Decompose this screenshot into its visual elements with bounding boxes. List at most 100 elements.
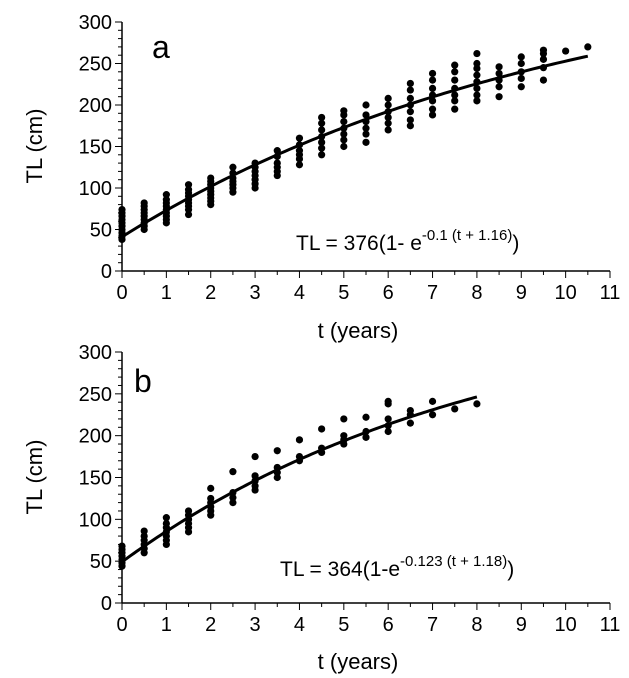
- x-tick-label: 5: [338, 282, 349, 304]
- data-point: [428, 111, 437, 119]
- x-tick-label: 8: [471, 614, 482, 636]
- data-point: [118, 542, 126, 550]
- data-point: [384, 126, 392, 134]
- equation-main: TL = 364(1-e: [280, 558, 400, 581]
- data-point: [406, 94, 414, 102]
- data-point: [340, 432, 348, 440]
- data-point: [229, 493, 237, 502]
- data-point: [584, 43, 592, 51]
- data-point: [318, 119, 326, 127]
- x-tick-label: 1: [161, 614, 172, 636]
- data-point: [362, 433, 370, 441]
- data-point: [428, 397, 437, 405]
- data-point: [473, 59, 481, 68]
- panel-letter-b: b: [134, 363, 152, 399]
- data-point: [318, 113, 326, 122]
- panel-b: 0 50 100 150 200 250 300 0 1 2 3 4 5 6 7 8 9 10 11 TL (cm) t…: [22, 342, 620, 674]
- equation-label: TL = 376(1- e-0.1 (t + 1.16)): [296, 227, 519, 255]
- data-point: [162, 196, 170, 204]
- x-tick-label: 0: [116, 282, 127, 304]
- data-point: [162, 514, 170, 522]
- data-point: [473, 49, 481, 58]
- data-point: [295, 147, 304, 155]
- data-point: [495, 63, 503, 71]
- data-point: [473, 71, 481, 79]
- y-tick-label: 50: [90, 551, 112, 573]
- data-point: [539, 55, 548, 63]
- data-point: [340, 130, 348, 138]
- data-point: [384, 427, 392, 436]
- data-point: [451, 97, 459, 105]
- data-point: [362, 138, 370, 146]
- data-point: [451, 91, 459, 99]
- y-tick-label: 0: [101, 593, 112, 615]
- x-tick-label: 0: [116, 614, 127, 636]
- y-tick-label: 250: [79, 54, 112, 76]
- x-tick-label: 2: [205, 614, 216, 636]
- data-point: [384, 113, 392, 122]
- data-point: [140, 532, 148, 540]
- data-point: [140, 199, 148, 207]
- data-point: [184, 181, 193, 189]
- data-point: [473, 97, 481, 105]
- data-point: [473, 84, 481, 92]
- data-point: [362, 130, 370, 138]
- data-point: [273, 159, 281, 167]
- data-point: [539, 46, 548, 54]
- data-point: [428, 69, 437, 78]
- equation-close: ): [512, 232, 519, 255]
- data-point: [539, 76, 548, 84]
- y-tick-label: 0: [101, 261, 112, 283]
- data-point: [362, 111, 370, 119]
- data-point: [295, 436, 304, 444]
- x-tick-label: 5: [338, 614, 349, 636]
- data-point: [251, 472, 259, 480]
- data-point: [428, 105, 437, 113]
- fitted-growth-curve: [121, 54, 589, 239]
- x-tick-label: 9: [516, 282, 527, 304]
- data-point: [517, 74, 525, 83]
- data-point: [495, 83, 503, 91]
- x-tick-label: 2: [205, 282, 216, 304]
- data-point: [207, 174, 215, 182]
- data-point: [318, 126, 326, 134]
- fitted-growth-curve: [121, 395, 478, 564]
- data-point: [451, 105, 459, 113]
- data-point: [406, 122, 414, 130]
- data-point: [473, 400, 481, 408]
- data-point: [184, 507, 193, 515]
- data-point: [451, 68, 459, 76]
- y-axis-title: TL (cm): [22, 109, 47, 184]
- data-point: [428, 84, 437, 92]
- data-point: [451, 405, 459, 413]
- data-point: [340, 142, 348, 151]
- x-axis-title: t (years): [318, 649, 399, 674]
- data-point: [207, 484, 215, 492]
- x-tick-label: 10: [555, 614, 577, 636]
- y-tick-label: 50: [90, 220, 112, 242]
- data-point: [428, 76, 437, 84]
- data-point: [162, 191, 170, 199]
- y-tick-label: 200: [79, 95, 112, 117]
- data-point: [340, 415, 348, 423]
- data-point: [318, 138, 326, 146]
- data-point: [251, 482, 259, 490]
- data-point: [384, 415, 392, 423]
- y-tick-label: 150: [79, 137, 112, 159]
- data-point: [318, 151, 326, 159]
- data-point: [295, 161, 304, 169]
- data-point: [473, 91, 481, 99]
- data-point: [451, 61, 459, 69]
- data-point: [495, 93, 503, 101]
- x-tick-label: 10: [555, 282, 577, 304]
- y-tick-label: 250: [79, 384, 112, 406]
- data-point: [362, 413, 370, 421]
- x-axis-title: t (years): [318, 318, 399, 343]
- data-point: [362, 101, 370, 109]
- data-point: [428, 411, 437, 419]
- data-point: [118, 205, 126, 214]
- y-tick-label: 200: [79, 426, 112, 448]
- data-point: [495, 69, 503, 78]
- y-tick-label: 100: [79, 509, 112, 531]
